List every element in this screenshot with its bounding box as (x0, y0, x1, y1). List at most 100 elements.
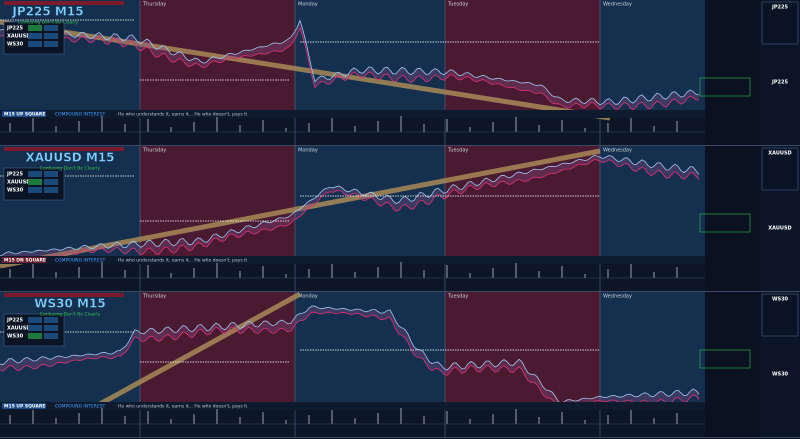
chart-pane: Thursday Monday Tuesday Wednesday JP225 XAUUS… (0, 146, 800, 292)
price-line (0, 155, 700, 257)
price-line (0, 19, 700, 106)
status-badge (2, 111, 46, 117)
day-label: Wednesday (603, 148, 632, 154)
table-symbol: XAUUSD (7, 326, 30, 332)
status: M15 UP SQUARE (4, 112, 45, 118)
cloud (0, 306, 699, 410)
compound: COMPOUND INTEREST (55, 258, 105, 264)
position-box (699, 213, 751, 233)
symbol-title: JP225 M15 (11, 5, 83, 19)
side-box (761, 293, 799, 337)
price-axis (705, 292, 760, 437)
position-box (699, 349, 751, 369)
session-band (445, 0, 600, 110)
side-label: JP225 (771, 80, 788, 86)
table-cell (44, 187, 58, 193)
status-bar (0, 402, 705, 410)
motto: He who understands it, earns it... He wh… (118, 112, 247, 118)
day-label: Wednesday (603, 294, 632, 300)
table-cell (28, 333, 42, 339)
chart-pane: Thursday Monday Tuesday Wednesday JP225 XAUUS… (0, 0, 800, 146)
day-label: Thursday (142, 148, 166, 154)
table-cell (44, 179, 58, 185)
indicator-strip (0, 118, 705, 145)
price-line (0, 305, 700, 405)
table-cell (28, 171, 42, 177)
table-cell (28, 25, 42, 31)
side-label: XAUUSD (768, 226, 791, 232)
status-badge (2, 257, 46, 263)
session-band (140, 146, 295, 256)
chart-pane: Thursday Monday Tuesday Wednesday JP225 XAUUS… (0, 291, 800, 438)
side-box (761, 147, 799, 191)
day-label: Thursday (142, 294, 166, 300)
table-symbol: WS30 (7, 42, 24, 48)
header-bar (4, 147, 124, 151)
session-band (600, 292, 705, 402)
session-band (445, 292, 600, 402)
status: M15 DN SQUARE (4, 258, 46, 264)
day-label: Monday (298, 2, 318, 8)
table-cell (44, 33, 58, 39)
day-label: Monday (298, 148, 318, 154)
table-symbol: XAUUSD (7, 180, 30, 186)
day-label: Thursday (142, 2, 166, 8)
day-label: Tuesday (447, 2, 468, 8)
session-band (295, 146, 445, 256)
table-cell (44, 41, 58, 47)
trend-line (98, 291, 302, 407)
ma-line (0, 26, 700, 111)
subtitle: Confusing Don't Be Clearly (40, 312, 101, 318)
indicator-strip (0, 410, 705, 437)
table-cell (28, 179, 42, 185)
symbol-title: XAUUSD M15 (25, 151, 114, 165)
indicator-strip (0, 264, 705, 291)
table-cell (28, 325, 42, 331)
side-label: XAUUSD (768, 151, 791, 157)
side-label: WS30 (772, 297, 789, 303)
table-symbol: WS30 (7, 188, 24, 194)
symbol-title: WS30 M15 (34, 297, 105, 311)
subtitle: Confusing Don't Be Clearly (40, 166, 101, 172)
day-label: Monday (298, 294, 318, 300)
price-axis (705, 0, 760, 145)
status: M15 UP SQUARE (4, 404, 45, 410)
trend-line (0, 19, 611, 121)
table-symbol: XAUUSD (7, 34, 30, 40)
table-cell (44, 317, 58, 323)
session-band (600, 146, 705, 256)
trend-line (0, 148, 601, 269)
subtitle: Confusing Don't Be Clearly (18, 20, 79, 26)
cloud (0, 20, 699, 110)
table-cell (28, 317, 42, 323)
day-label: Tuesday (447, 148, 468, 154)
compound: COMPOUND INTEREST (55, 112, 105, 118)
session-band (0, 0, 140, 110)
table-symbol: JP225 (6, 318, 23, 324)
header-bar (4, 293, 124, 297)
table-cell (28, 187, 42, 193)
status-bar (0, 110, 705, 118)
session-band (295, 0, 445, 110)
status-badge (2, 403, 46, 409)
ma-line (0, 159, 700, 263)
session-band (0, 292, 140, 402)
table-symbol: JP225 (6, 172, 23, 178)
session-band (0, 146, 140, 256)
table-cell (44, 333, 58, 339)
side-box (761, 1, 799, 45)
cloud (0, 155, 699, 262)
position-box (699, 77, 751, 97)
table-cell (44, 325, 58, 331)
table-cell (44, 171, 58, 177)
day-label: Tuesday (447, 294, 468, 300)
header-bar (4, 1, 124, 5)
table-cell (44, 25, 58, 31)
table-symbol: WS30 (7, 334, 24, 340)
status-bar (0, 256, 705, 264)
price-axis (705, 146, 760, 291)
table-cell (28, 41, 42, 47)
motto: He who understands it, earns it... He wh… (118, 404, 247, 410)
table-cell (28, 33, 42, 39)
